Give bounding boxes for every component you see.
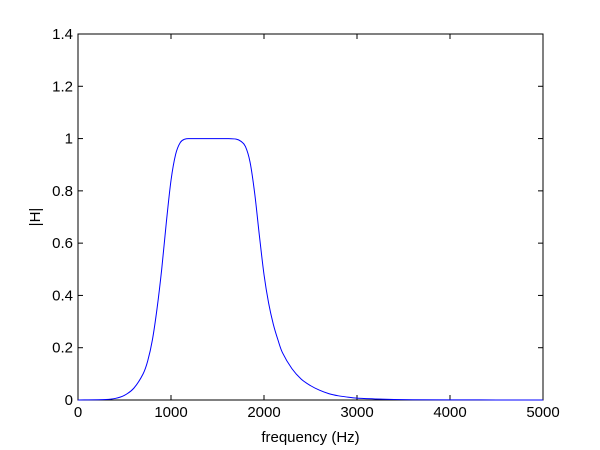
x-tick-label-1: 1000 <box>154 404 187 421</box>
series-line <box>77 138 544 401</box>
x-axis-label: frequency (Hz) <box>261 429 359 446</box>
x-tick-label-4: 4000 <box>433 404 466 421</box>
y-tick-label-6: 1.2 <box>52 78 73 95</box>
y-tick-label-1: 0.2 <box>52 340 73 357</box>
x-tick-label-5: 5000 <box>526 404 559 421</box>
y-tick-label-3: 0.6 <box>52 235 73 252</box>
plot-area <box>77 33 544 401</box>
y-tick-label-4: 0.8 <box>52 183 73 200</box>
x-ticks: 0 1000 2000 3000 4000 5000 <box>74 34 560 421</box>
y-axis-label: |H| <box>27 208 44 227</box>
x-tick-label-2: 2000 <box>247 404 280 421</box>
x-tick-label-3: 3000 <box>340 404 373 421</box>
y-tick-label-0: 0 <box>65 392 73 409</box>
y-ticks: 0 0.2 0.4 0.6 0.8 1 1.2 1.4 <box>52 26 543 409</box>
y-tick-label-5: 1 <box>65 131 73 148</box>
y-tick-label-2: 0.4 <box>52 287 73 304</box>
x-tick-label-0: 0 <box>74 404 82 421</box>
y-tick-label-7: 1.4 <box>52 26 73 43</box>
